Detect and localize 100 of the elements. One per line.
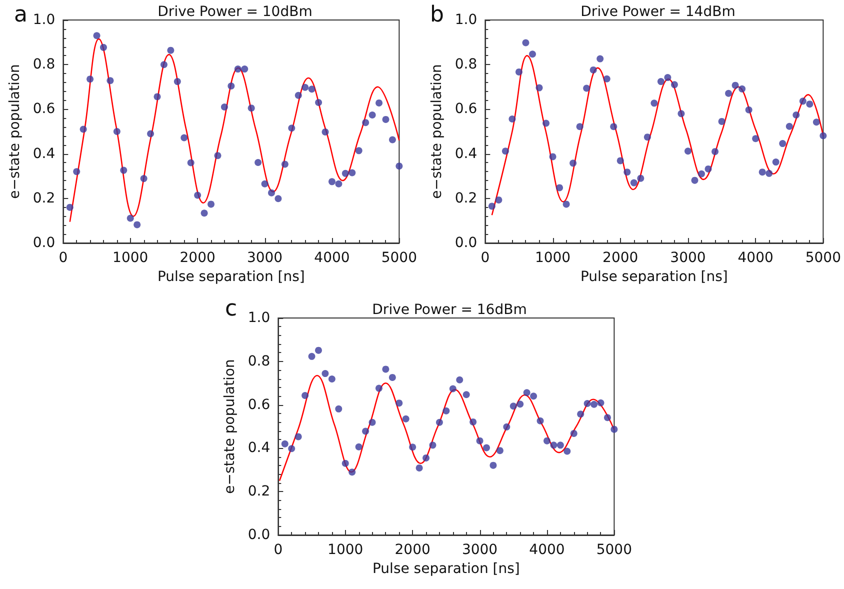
point: [604, 414, 611, 422]
point: [376, 99, 383, 106]
point: [429, 442, 436, 449]
y-tick-label: 0.6: [454, 101, 478, 118]
x-tick-label: 5000: [381, 250, 418, 266]
point: [322, 128, 329, 136]
y-tick-label: 0.6: [248, 396, 270, 413]
x-tick-label: 4000: [738, 250, 774, 266]
x-axis-title: Pulse separation [ns]: [580, 268, 728, 285]
point: [712, 148, 719, 156]
point: [786, 122, 793, 130]
point: [274, 195, 282, 202]
y-tick-label: 0.8: [32, 56, 56, 73]
point: [106, 77, 114, 84]
point: [584, 400, 591, 407]
point: [409, 444, 416, 451]
point: [490, 462, 497, 469]
point: [362, 119, 370, 126]
point: [596, 55, 604, 62]
point: [772, 158, 780, 166]
point: [180, 134, 188, 142]
y-tick-label: 0.2: [248, 484, 270, 500]
point: [348, 169, 356, 176]
point: [208, 200, 215, 208]
point: [470, 418, 477, 426]
point: [220, 103, 228, 110]
point: [348, 468, 356, 476]
point: [80, 126, 87, 133]
x-tick-label: 2000: [602, 250, 638, 266]
point: [328, 375, 336, 382]
point: [254, 159, 262, 166]
point: [160, 61, 168, 68]
point: [684, 148, 692, 155]
point: [522, 39, 530, 46]
point: [342, 170, 349, 177]
point: [368, 418, 376, 426]
x-tick-label: 0: [58, 250, 68, 266]
point: [281, 160, 288, 168]
y-tick-label: 1.0: [248, 310, 270, 326]
text: c: [225, 296, 238, 322]
point: [597, 399, 604, 406]
point: [523, 389, 530, 396]
point: [718, 118, 726, 125]
point: [200, 210, 208, 217]
point: [288, 124, 296, 132]
point: [590, 66, 597, 74]
point: [134, 221, 141, 228]
y-axis-title: e−state population: [7, 64, 23, 199]
point: [302, 392, 309, 399]
x-tick-label: 3000: [246, 250, 283, 266]
x-tick-label: 5000: [805, 250, 842, 266]
point: [556, 184, 564, 192]
point: [670, 81, 678, 88]
point: [402, 415, 410, 422]
y-tick-label: 1.0: [32, 12, 56, 28]
point: [281, 440, 288, 448]
point: [562, 200, 570, 208]
point: [194, 192, 202, 199]
y-tick-label: 0.4: [32, 146, 56, 162]
point: [126, 214, 134, 222]
point: [187, 159, 194, 166]
point: [556, 442, 564, 449]
x-tick-label: 1000: [534, 250, 571, 266]
point: [603, 75, 610, 82]
point: [502, 148, 509, 155]
point: [570, 160, 577, 167]
point: [308, 352, 316, 360]
y-tick-label: 0.4: [454, 146, 478, 162]
point: [564, 448, 571, 455]
point: [508, 116, 516, 123]
point: [496, 447, 504, 454]
point: [154, 93, 161, 100]
x-tick-label: 4000: [529, 542, 565, 558]
point: [462, 391, 470, 398]
point: [766, 170, 773, 177]
point: [388, 374, 396, 381]
point: [368, 112, 376, 118]
point: [388, 136, 396, 144]
point: [704, 165, 712, 172]
point: [732, 82, 739, 89]
x-tick-label: 5000: [596, 542, 632, 558]
point: [610, 123, 618, 130]
point: [792, 112, 800, 118]
point: [543, 437, 550, 444]
y-tick-label: 0.2: [454, 190, 478, 206]
point: [73, 168, 80, 176]
x-tick-label: 1000: [112, 250, 148, 266]
point: [335, 180, 342, 188]
point: [616, 157, 624, 164]
point: [302, 84, 309, 91]
point: [610, 426, 618, 433]
point: [576, 123, 584, 130]
point: [241, 66, 248, 73]
point: [799, 98, 806, 105]
point: [66, 204, 74, 211]
point: [503, 423, 510, 430]
point: [167, 46, 174, 54]
point: [294, 92, 302, 99]
x-tick-label: 2000: [180, 250, 216, 266]
point: [725, 90, 732, 97]
